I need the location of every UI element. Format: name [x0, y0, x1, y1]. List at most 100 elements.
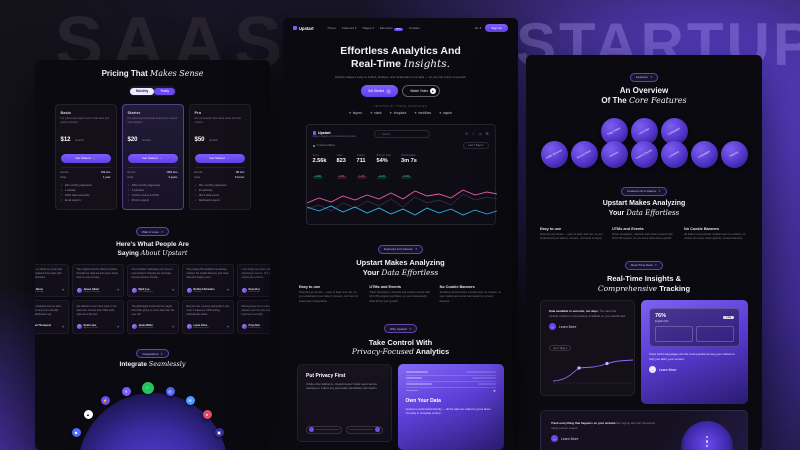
testimonial-card: Bounce rate, sources and goals in one vi… — [182, 300, 234, 334]
feature-circle[interactable]: Campaigns — [660, 118, 688, 145]
insights-badge: Real-Time Data ✦ — [625, 260, 663, 270]
plan-period: /month — [74, 138, 84, 143]
client-logo: ✦ zapier — [439, 111, 453, 116]
plan-feature: ✓ 5 websites — [127, 188, 144, 192]
testimonial-role: Founder — [193, 290, 202, 293]
plan-period: /month — [141, 138, 151, 143]
check-icon: ✓ — [194, 183, 197, 187]
feature-circle[interactable]: Devices — [600, 141, 628, 168]
features-badge: Features At A Glance ✦ — [377, 244, 424, 254]
testimonials-title: Here's What People Are Saying About Upst… — [116, 240, 189, 257]
testimonials-grid: Upstart gave us clarity we never had bef… — [35, 263, 271, 334]
dashboard-preview: Upstart Collect, analyze and understand … — [305, 124, 497, 226]
get-started-button[interactable]: Get Started → — [360, 85, 399, 98]
toggle-yearly[interactable]: Yearly — [154, 87, 175, 95]
testimonial-quote: Upstart gave us clarity we never had bef… — [35, 268, 62, 280]
testimonial-quote: Bounce rate, sources and goals in one vi… — [186, 304, 230, 316]
feature-circle[interactable]: Filtering — [720, 141, 748, 168]
testimonial-card: I can finally see what matters without d… — [237, 263, 270, 298]
date-range-select[interactable]: Last 7 Days ▾ — [463, 142, 489, 150]
check-icon: ✓ — [194, 188, 197, 192]
check-icon: ✓ — [60, 183, 63, 187]
client-logo: ✦ layers — [348, 111, 362, 116]
plan-feature: ✓ Email support — [60, 198, 81, 202]
sparkle-icon: ✦ — [414, 247, 418, 252]
check-icon: ✓ — [60, 198, 63, 202]
orb-graphic — [681, 420, 733, 450]
testimonial-name: Helen Stone — [35, 287, 43, 291]
testimonial-role: Data Analyst — [248, 327, 261, 330]
client-logo: ✦ webflow — [414, 111, 431, 116]
traffic-line-chart — [306, 185, 497, 224]
get-started-button[interactable]: Get Started → — [60, 153, 111, 163]
pricing-card-basic: Basic For personal projects and small si… — [54, 104, 117, 210]
search-icon: ⌕ — [378, 132, 380, 136]
testimonial-name: Dana Roe — [248, 287, 261, 291]
testimonial-name: Bertha Christaino — [193, 287, 215, 291]
feature-circle[interactable]: Bounce Rate — [570, 141, 598, 168]
integration-icon: ⚡ — [100, 395, 110, 405]
plan-name: Starter — [127, 110, 141, 115]
client-logo: ✦ dropbox — [389, 111, 407, 116]
check-icon: ✓ — [127, 188, 130, 192]
nav-link-contact[interactable]: Contact — [408, 26, 420, 30]
language-selector[interactable]: En ▾ — [475, 26, 482, 30]
plan-meta: Events 10k /mo Data 1 year — [60, 167, 111, 180]
logo-icon — [293, 26, 297, 30]
own-data-card: ➤ Own Your Data Upstart is self-hosted f… — [397, 363, 504, 450]
dashboard-tagline: Collect, analyze and understand your dat… — [312, 135, 356, 138]
testimonial-card: The lightweight script kept our pages fa… — [127, 300, 179, 334]
signup-button[interactable]: Sign Up — [485, 24, 508, 32]
toggle-monthly[interactable]: Monthly — [130, 87, 155, 95]
feature-circle[interactable]: Languages — [690, 141, 718, 168]
range-pill[interactable]: Last 7 Days ▾ — [549, 345, 571, 352]
get-started-button[interactable]: Get Started → — [194, 153, 245, 163]
watch-video-button[interactable]: Watch Video ▶ — [402, 85, 441, 98]
search-input[interactable]: ⌕ Search... — [373, 130, 430, 139]
client-logo: ✦ stark — [370, 111, 382, 116]
pricing-card-starter: Starter For growing teams that need more… — [121, 104, 184, 210]
feature-circle[interactable]: Locations — [660, 141, 688, 168]
hero-subtitle: Upstart makes it easy to collect, analyz… — [334, 75, 467, 80]
feature-circle[interactable]: Custom Events — [630, 141, 658, 168]
integration-icon: ✉ — [185, 395, 195, 405]
plan-name: Pro — [194, 110, 202, 115]
arrow-icon: → — [226, 156, 230, 161]
learn-more-link[interactable]: → Learn More — [649, 366, 677, 374]
plan-price: $50 — [194, 137, 205, 144]
testimonial-role: Web Developer — [138, 327, 154, 330]
plan-features: ✓ 100k monthly pageviews ✓ 5 websites ✓ Custo… — [128, 183, 178, 203]
refresh-icon[interactable]: ↻ — [465, 132, 469, 137]
why-upstart-badge: Why Upstart ✦ — [383, 324, 418, 334]
nav-link-features[interactable]: Features ▾ — [341, 26, 357, 30]
insights-title: Real-Time Insights & Comprehensive Track… — [597, 274, 691, 293]
plan-features: ✓ 1M+ monthly pageviews ✓ 20 websites ✓ API &… — [195, 183, 245, 203]
pricing-page-mockup: Pricing That Makes Sense Monthly Yearly … — [35, 60, 270, 450]
hero-section: Effortless Analytics And Real-Time Insig… — [283, 32, 518, 226]
integrations-section: Integrations✦ Integrate Seamlessly ✦ ◆ ▲… — [35, 342, 270, 450]
menu-icon[interactable]: ☰ — [485, 132, 489, 137]
feature-col-cookies: No Cookie Banners All data is anonymized.… — [684, 226, 746, 240]
nav-link-elements[interactable]: Elements NEW — [379, 26, 403, 31]
clock-icon[interactable]: ◷ — [478, 132, 482, 137]
expand-icon[interactable]: ⛶ — [472, 132, 475, 137]
billing-toggle[interactable]: Monthly Yearly — [128, 86, 177, 96]
learn-more-link[interactable]: → Learn More — [549, 323, 577, 331]
feature-circle[interactable]: Live Data — [630, 118, 658, 145]
stat-views: Views 2.56k +4.9% — [312, 154, 327, 179]
arrow-icon: → — [92, 156, 96, 161]
feature-circle[interactable]: Page Views — [600, 118, 628, 145]
logo[interactable]: Upstart — [293, 26, 314, 31]
nav-link-home[interactable]: Home — [327, 26, 336, 30]
feature-circle[interactable]: Traffic Sources — [540, 141, 568, 168]
testimonial-quote: Moving away from cookies was painless an… — [241, 304, 271, 316]
nav-link-pages[interactable]: Pages ▾ — [362, 26, 374, 30]
get-started-button[interactable]: Get Started → — [127, 153, 178, 163]
learn-more-link[interactable]: → Learn More — [551, 435, 579, 443]
language-stat: 76% — [655, 312, 667, 319]
stat-visit-duration: Visit Duration 3m 7s +5.4% — [401, 154, 417, 179]
testimonial-name: Laura Chen — [193, 324, 208, 328]
pricing-card-pro: Pro For companies that need scale and fu… — [188, 104, 251, 210]
plan-feature: ✓ 20 websites — [194, 188, 213, 192]
testimonial-role: Head of Growth — [35, 290, 44, 293]
